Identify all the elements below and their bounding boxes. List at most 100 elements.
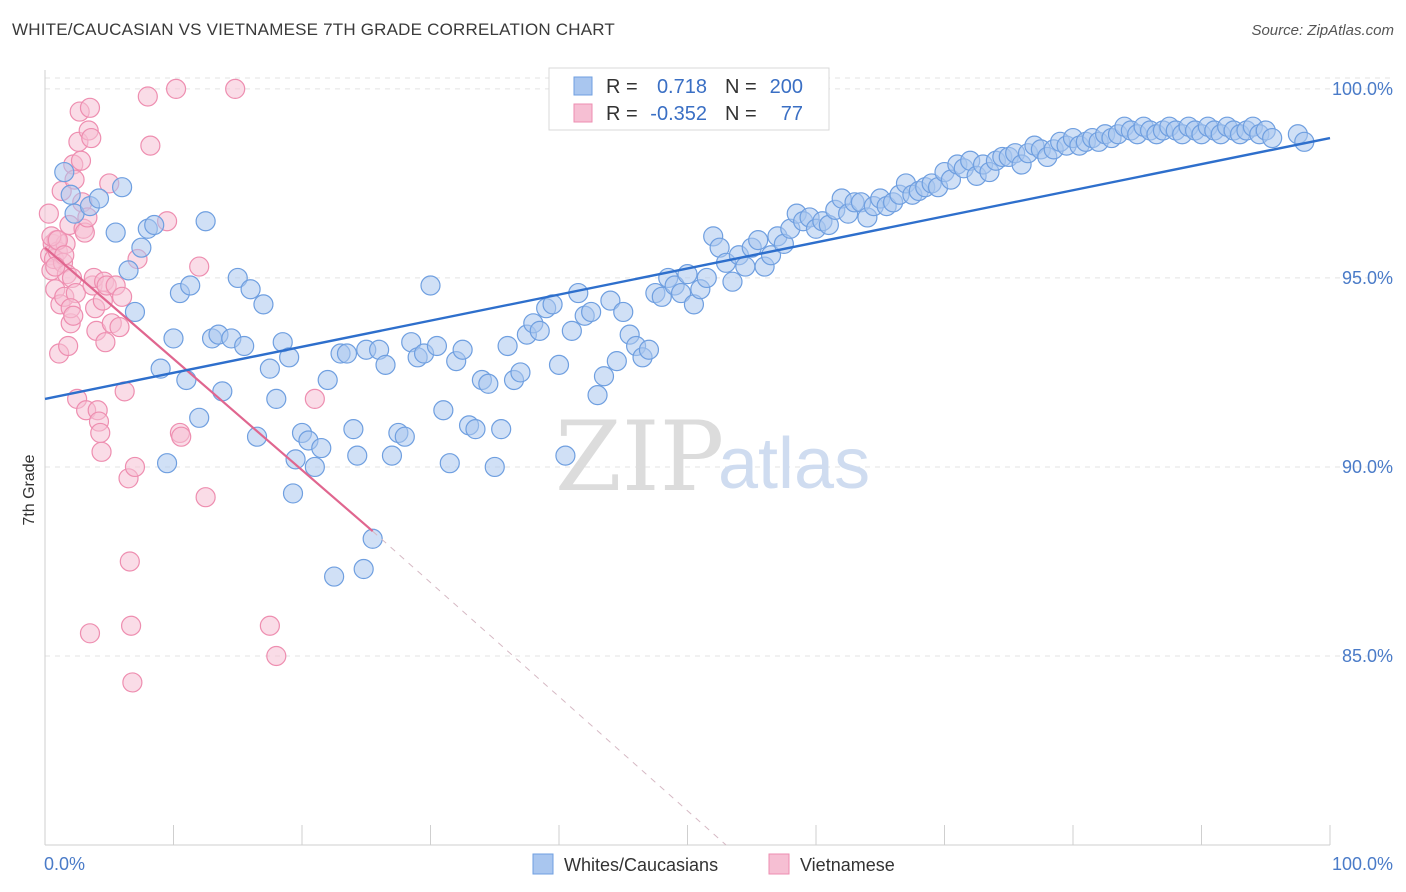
whites-point-103 [722, 271, 743, 292]
legend-n-label-pink: N = [725, 103, 757, 125]
whites-point-0 [54, 161, 75, 183]
whites-point-99 [696, 267, 717, 289]
vietnamese-point-44 [95, 332, 116, 353]
whites-point-187 [1262, 127, 1283, 149]
whites-point-70 [510, 362, 531, 383]
whites-point-40 [324, 566, 345, 587]
whites-point-6 [111, 177, 133, 198]
whites-point-66 [484, 456, 505, 478]
x-tick-labels: 0.0% 100.0% [44, 854, 1393, 874]
whites-point-28 [253, 294, 274, 315]
whites-point-29 [259, 358, 280, 379]
whites-point-47 [362, 528, 383, 549]
vietnamese-point-67 [259, 615, 280, 636]
whites-point-68 [497, 335, 518, 357]
legend-r-value-pink: -0.352 [650, 103, 707, 125]
bottom-legend-swatch-pink [768, 853, 790, 875]
vietnamese-point-41 [91, 441, 112, 462]
x-tick-label-0: 0.0% [44, 854, 85, 874]
whites-point-8 [124, 301, 146, 323]
vietnamese-point-68 [266, 645, 287, 667]
y-tick-label-1: 90.0% [1342, 457, 1393, 477]
vietnamese-point-33 [81, 127, 102, 149]
vietnamese-point-76 [63, 305, 84, 326]
legend-swatch-pink [573, 103, 593, 123]
whites-point-52 [394, 426, 415, 447]
vietnamese-trend-extension [372, 530, 727, 846]
whites-point-84 [600, 290, 621, 311]
whites-point-27 [246, 426, 268, 447]
bottom-legend-swatch-blue [532, 853, 554, 875]
chart-source: Source: ZipAtlas.com [1251, 22, 1394, 39]
vietnamese-point-69 [304, 388, 325, 410]
legend-r-value-blue: 0.718 [657, 76, 707, 98]
whites-point-13 [156, 453, 178, 474]
y-tick-label-3: 100.0% [1332, 79, 1393, 99]
whites-point-24 [227, 267, 248, 289]
vietnamese-point-49 [109, 316, 130, 338]
y-axis-label: 7th Grade [21, 454, 38, 525]
watermark-zip: ZIP [555, 401, 724, 513]
whites-point-37 [304, 456, 325, 478]
vietnamese-point-74 [79, 623, 101, 644]
whites-point-85 [606, 350, 627, 372]
vietnamese-point-59 [140, 135, 161, 156]
whites-point-76 [548, 354, 570, 375]
vietnamese-points [38, 78, 325, 693]
axes [44, 70, 1331, 846]
whites-point-81 [581, 301, 602, 323]
whites-point-86 [613, 301, 634, 323]
vietnamese-point-40 [90, 422, 111, 444]
whites-point-14 [163, 328, 184, 349]
whites-point-42 [336, 343, 358, 364]
whites-point-61 [452, 339, 473, 360]
vietnamese-point-61 [165, 78, 187, 100]
vietnamese-point-55 [122, 672, 143, 693]
vietnamese-point-65 [195, 487, 216, 508]
legend-swatch-blue [573, 76, 593, 96]
whites-point-95 [670, 282, 692, 304]
vietnamese-point-56 [124, 456, 146, 478]
whites-point-90 [638, 339, 660, 360]
whites-point-58 [433, 400, 454, 421]
whites-point-33 [282, 483, 304, 504]
whites-point-107 [748, 230, 769, 251]
whites-trend-line [44, 136, 1331, 401]
whites-point-19 [195, 211, 216, 232]
vietnamese-trend-line [44, 246, 374, 533]
vietnamese-point-50 [111, 286, 133, 307]
x-tick-label-1: 100.0% [1332, 854, 1393, 874]
y-tick-label-0: 85.0% [1342, 646, 1393, 666]
whites-point-67 [491, 419, 512, 440]
y-tick-label-2: 95.0% [1342, 268, 1393, 288]
whites-point-16 [176, 369, 197, 391]
vietnamese-point-0 [38, 203, 59, 224]
legend-n-value-blue: 200 [770, 76, 803, 98]
whites-point-38 [311, 437, 332, 459]
whites-point-56 [420, 275, 441, 296]
whites-point-39 [317, 369, 338, 391]
whites-point-5 [105, 222, 126, 243]
whites-point-49 [375, 354, 396, 375]
whites-point-17 [180, 275, 201, 296]
whites-point-73 [529, 320, 550, 341]
legend-n-label-blue: N = [725, 76, 757, 98]
whites-point-26 [240, 279, 261, 300]
whites-point-4 [88, 188, 110, 209]
whites-point-44 [347, 445, 368, 466]
whites-point-9 [131, 237, 152, 258]
vietnamese-point-25 [70, 150, 92, 171]
legend-r-label-pink: R = [606, 103, 638, 125]
vietnamese-point-54 [120, 615, 142, 636]
legend-r-label-blue: R = [606, 76, 638, 98]
whites-point-22 [212, 381, 233, 402]
whites-point-34 [285, 449, 306, 470]
vietnamese-point-75 [45, 256, 66, 277]
grid-lines [45, 77, 1390, 657]
vietnamese-point-63 [171, 426, 192, 447]
whites-point-92 [651, 286, 672, 307]
whites-point-65 [478, 373, 499, 394]
bottom-legend-label-blue: Whites/Caucasians [564, 855, 718, 875]
series-legend: Whites/Caucasians Vietnamese [532, 853, 895, 875]
